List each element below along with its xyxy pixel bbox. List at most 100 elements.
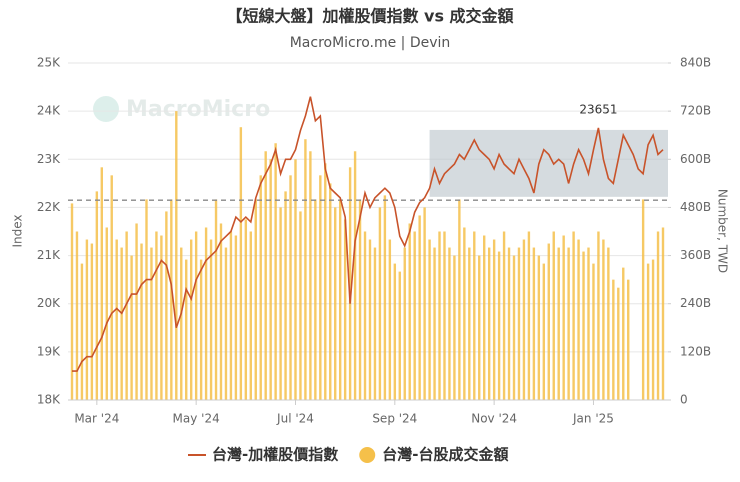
bar [418, 215, 421, 400]
bar [294, 159, 297, 400]
bar [348, 167, 352, 400]
bar [95, 191, 99, 400]
y2-tick-label: 120B [680, 344, 711, 358]
bar [438, 231, 441, 400]
bar [234, 235, 238, 400]
bar [582, 251, 585, 400]
y-tick-label: 23K [37, 152, 61, 166]
bar [622, 267, 625, 400]
y-axis-title: Index [11, 214, 25, 247]
bar [612, 279, 615, 400]
y2-tick-label: 600B [680, 152, 711, 166]
chart-subtitle: MacroMicro.me | Devin [290, 35, 451, 51]
bar [597, 231, 600, 400]
bar [319, 175, 322, 400]
y-tick-label: 21K [37, 248, 61, 262]
bar [483, 235, 486, 400]
annotation: 23651 [579, 102, 617, 116]
bar [130, 255, 133, 400]
bar [602, 239, 605, 400]
bar [160, 235, 163, 400]
bar [572, 231, 575, 400]
bar [189, 239, 193, 400]
bar [627, 279, 630, 400]
bar [592, 263, 595, 400]
bar [304, 139, 307, 400]
legend-label: 台灣-台股成交金額 [382, 446, 508, 464]
bar [423, 207, 426, 400]
bar [587, 247, 590, 400]
bar [473, 231, 476, 400]
bar [209, 239, 213, 400]
bar [502, 231, 506, 400]
bar [552, 231, 555, 400]
bar [378, 207, 382, 400]
x-tick-label: Nov '24 [471, 412, 517, 426]
y-tick-label: 22K [37, 200, 61, 214]
bar [259, 175, 262, 400]
bar [120, 247, 123, 400]
bar [661, 227, 665, 400]
bar [527, 231, 531, 400]
legend-swatch [359, 447, 376, 463]
bar [254, 199, 257, 400]
bar [185, 259, 188, 400]
bar [75, 231, 79, 400]
y-tick-label: 24K [37, 104, 61, 118]
bar [125, 231, 128, 400]
bar [274, 143, 277, 400]
bar [651, 259, 655, 400]
bar [334, 207, 337, 400]
watermark-text: MacroMicro [126, 97, 270, 122]
bar [80, 263, 84, 400]
bar [110, 175, 113, 400]
watermark-icon [93, 96, 119, 122]
y2-tick-label: 360B [680, 248, 711, 262]
bar [264, 151, 267, 400]
bar [368, 239, 372, 400]
y2-axis-title: Number, TWD [716, 189, 730, 273]
bar [244, 219, 248, 400]
bar [532, 247, 536, 400]
bar [408, 223, 411, 400]
x-tick-label: Jul '24 [276, 412, 314, 426]
bar [547, 243, 550, 400]
bar [413, 231, 416, 400]
y2-tick-label: 720B [680, 104, 711, 118]
bar [607, 247, 610, 400]
bar [85, 239, 89, 400]
bar [343, 219, 347, 400]
chart-title: 【短線大盤】加權股價指數 vs 成交金額 [226, 7, 513, 26]
bar [229, 231, 233, 400]
bar [458, 199, 461, 400]
bar [324, 163, 327, 400]
x-tick-label: May '24 [173, 412, 220, 426]
bar [219, 223, 223, 400]
bar [224, 247, 228, 400]
y2-tick-label: 0 [680, 393, 688, 407]
bar [428, 239, 431, 400]
y2-tick-label: 840B [680, 56, 711, 70]
y2-tick-label: 240B [680, 296, 711, 310]
x-tick-label: Jan '25 [572, 412, 614, 426]
bar [507, 247, 511, 400]
bar [199, 259, 203, 400]
bar [617, 287, 620, 400]
bar [358, 199, 362, 400]
bar [656, 231, 660, 400]
bar [393, 263, 397, 400]
bar [403, 247, 406, 400]
bar [577, 239, 580, 400]
bar [145, 199, 148, 400]
bar [453, 255, 456, 400]
bar [269, 159, 272, 400]
legend-label: 台灣-加權股價指數 [212, 446, 338, 464]
x-tick-label: Mar '24 [74, 412, 119, 426]
bar [279, 207, 282, 400]
y-tick-label: 18K [37, 393, 61, 407]
bar [175, 111, 178, 401]
bar [150, 247, 153, 400]
bar [105, 227, 108, 400]
bar [373, 247, 377, 400]
